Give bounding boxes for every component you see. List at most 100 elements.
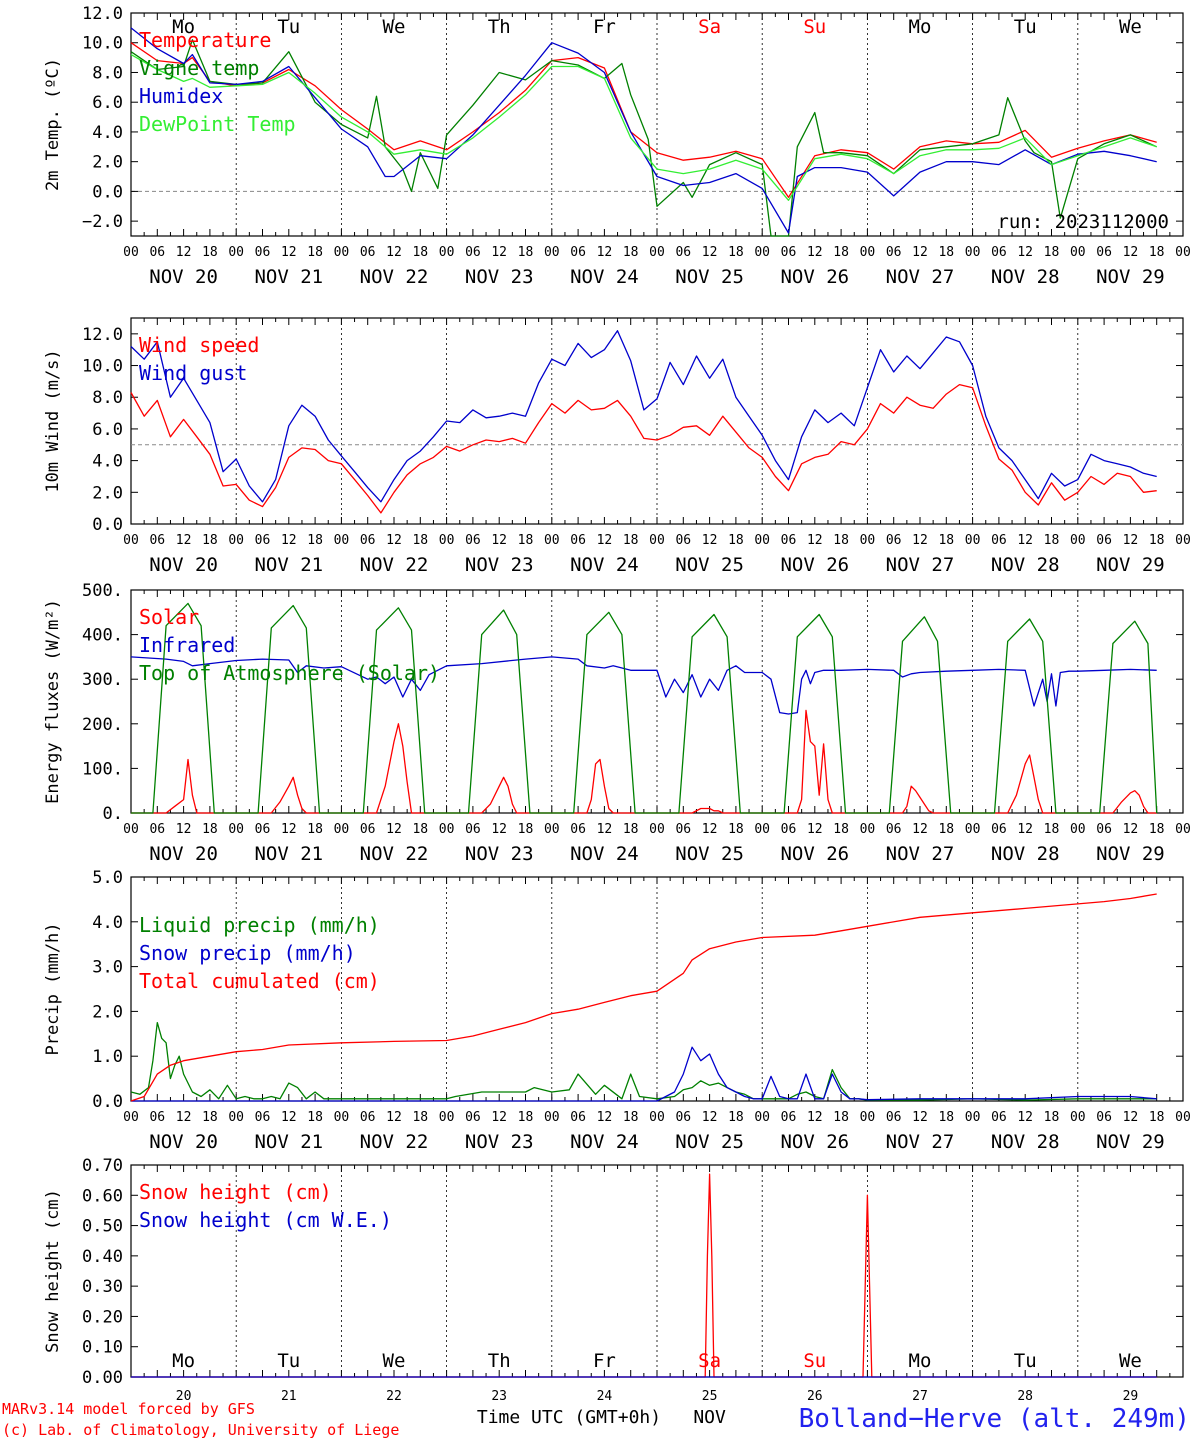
hour-label: 00: [544, 822, 560, 837]
hour-label: 18: [412, 822, 428, 837]
y-axis-label: Snow height (cm): [43, 1189, 63, 1353]
hour-label: 18: [202, 245, 218, 260]
date-label: NOV 22: [360, 554, 429, 576]
hour-label: 12: [912, 533, 928, 548]
hour-label: 18: [1044, 533, 1060, 548]
hour-label: 00: [544, 245, 560, 260]
hour-label: 12: [386, 533, 402, 548]
hour-label: 18: [307, 1110, 323, 1125]
series-line-1-3: [130, 27, 1157, 234]
day-number: 27: [912, 1389, 928, 1404]
hour-label: 00: [1175, 1110, 1191, 1125]
date-label: NOV 25: [675, 1131, 744, 1153]
legend-entry: Top of Atmosphere (Solar): [139, 661, 440, 685]
hour-label: 12: [1123, 245, 1139, 260]
date-label: NOV 26: [780, 266, 849, 288]
weekday-label: Mo: [172, 16, 195, 38]
hour-label: 06: [675, 1110, 691, 1125]
y-axis-label: 10m Wind (m/s): [43, 349, 63, 492]
y-tick-label: 2.0: [92, 483, 123, 503]
hour-label: 18: [202, 822, 218, 837]
hour-label: 00: [123, 822, 139, 837]
hour-label: 18: [623, 245, 639, 260]
y-tick-label: 0.60: [82, 1186, 123, 1206]
hour-label: 00: [965, 822, 981, 837]
y-tick-label: 0.10: [82, 1338, 123, 1358]
hour-label: 00: [439, 822, 455, 837]
hour-label: 12: [1017, 533, 1033, 548]
hour-label: 18: [412, 245, 428, 260]
hour-label: 12: [281, 245, 297, 260]
legend-entry: Vigne temp: [139, 56, 259, 80]
hour-label: 00: [544, 1110, 560, 1125]
date-label: NOV 21: [254, 843, 323, 865]
hour-label: 12: [281, 533, 297, 548]
hour-label: 06: [360, 245, 376, 260]
series-line-1-4: [130, 54, 1157, 201]
day-number: 22: [386, 1389, 402, 1404]
y-tick-label: 12.0: [82, 4, 123, 24]
hour-label: 00: [860, 533, 876, 548]
day-number: 24: [597, 1389, 613, 1404]
hour-label: 06: [886, 533, 902, 548]
date-label: NOV 23: [465, 1131, 534, 1153]
hour-label: 12: [176, 1110, 192, 1125]
hour-label: 12: [491, 533, 507, 548]
day-number: 25: [702, 1389, 718, 1404]
date-label: NOV 21: [254, 1131, 323, 1153]
date-label: NOV 24: [570, 1131, 639, 1153]
run-annotation: run: 2023112000: [997, 211, 1169, 233]
hour-label: 12: [807, 822, 823, 837]
legend-entry: Infrared: [139, 633, 235, 657]
hour-label: 06: [570, 1110, 586, 1125]
hour-label: 12: [1017, 1110, 1033, 1125]
credit-line-2: (c) Lab. of Climatology, University of L…: [2, 1421, 399, 1439]
hour-label: 00: [860, 1110, 876, 1125]
series-line-4-2: [131, 1046, 1157, 1102]
y-tick-label: 4.0: [92, 913, 123, 933]
hour-label: 12: [1123, 1110, 1139, 1125]
hour-label: 00: [228, 245, 244, 260]
hour-label: 18: [307, 533, 323, 548]
date-label: NOV 22: [360, 1131, 429, 1153]
hour-label: 00: [754, 822, 770, 837]
date-label: NOV 25: [675, 554, 744, 576]
hour-label: 00: [1070, 245, 1086, 260]
date-label: NOV 21: [254, 554, 323, 576]
y-tick-label: −2.0: [82, 212, 123, 232]
hour-label: 18: [938, 533, 954, 548]
weekday-label: We: [383, 1350, 406, 1372]
hour-label: 06: [149, 1110, 165, 1125]
hour-label: 18: [1044, 245, 1060, 260]
y-tick-label: 10.0: [82, 34, 123, 54]
hour-label: 12: [702, 245, 718, 260]
date-label: NOV 29: [1096, 266, 1165, 288]
hour-label: 12: [491, 1110, 507, 1125]
hour-label: 06: [465, 1110, 481, 1125]
hour-label: 12: [386, 245, 402, 260]
y-tick-label: 100.: [82, 759, 123, 779]
y-tick-label: 12.0: [82, 325, 123, 345]
hour-label: 18: [412, 533, 428, 548]
date-label: NOV 27: [886, 266, 955, 288]
hour-label: 12: [912, 245, 928, 260]
y-tick-label: 2.0: [92, 1002, 123, 1022]
y-tick-label: 5.0: [92, 868, 123, 888]
hour-label: 06: [1096, 533, 1112, 548]
y-tick-label: 0.40: [82, 1247, 123, 1267]
weekday-label: Th: [488, 1350, 511, 1372]
series-line-2-1: [130, 383, 1157, 514]
hour-label: 06: [781, 533, 797, 548]
date-label: NOV 26: [780, 843, 849, 865]
weekday-label: Mo: [172, 1350, 195, 1372]
hour-label: 12: [702, 1110, 718, 1125]
weekday-label: Th: [488, 16, 511, 38]
hour-label: 18: [833, 1110, 849, 1125]
weekday-label: Fr: [593, 1350, 616, 1372]
hour-label: 06: [886, 1110, 902, 1125]
date-label: NOV 26: [780, 554, 849, 576]
hour-label: 00: [123, 533, 139, 548]
y-tick-label: 6.0: [92, 93, 123, 113]
